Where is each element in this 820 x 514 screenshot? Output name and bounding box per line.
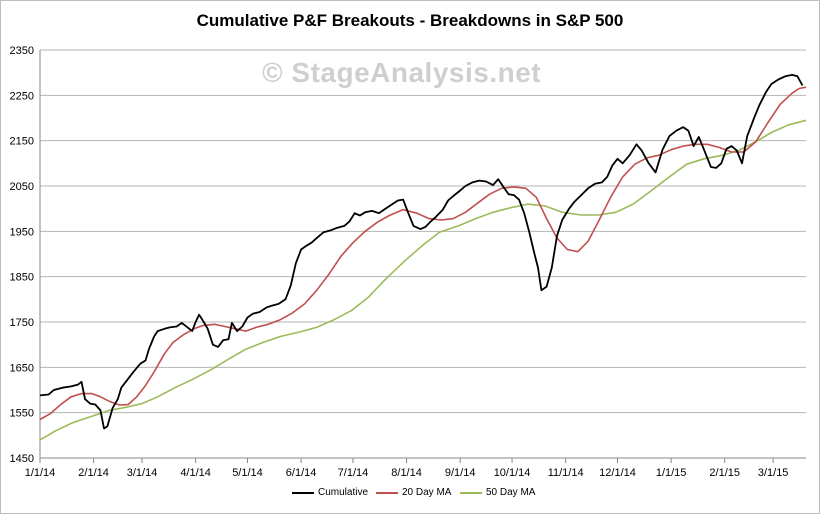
x-tick-labels: 1/1/14 2/1/14 3/1/14 4/1/14 5/1/14 6/1/14 7/1/… (25, 467, 789, 479)
x-tick-label: 11/1/14 (548, 467, 584, 479)
legend-swatch (292, 491, 314, 494)
x-tick-label: 4/1/14 (180, 467, 211, 479)
x-tick-label: 7/1/14 (338, 467, 369, 479)
legend-item: 20 Day MA (376, 487, 451, 498)
y-tick-labels: 1450 1550 1650 1750 1850 1950 2050 2150 2250 2350 (10, 45, 34, 465)
y-tick-label: 2350 (10, 45, 34, 57)
y-tick-label: 2150 (10, 136, 34, 148)
x-tick-label: 2/1/15 (709, 467, 740, 479)
series-lines (39, 74, 807, 441)
y-tick-label: 1550 (10, 408, 34, 420)
legend-label: Cumulative (318, 487, 369, 498)
x-tick-label: 3/1/14 (127, 467, 158, 479)
y-tick-label: 1850 (10, 272, 34, 284)
legend-label: 20 Day MA (402, 487, 452, 498)
x-tick-label: 1/1/14 (25, 467, 56, 479)
watermark-text: © StageAnalysis.net (262, 57, 542, 88)
legend-swatch (376, 491, 398, 494)
x-tick-label: 8/1/14 (391, 467, 422, 479)
legend-item: 50 Day MA (460, 487, 535, 498)
y-tick-label: 2250 (10, 90, 34, 102)
legend-label: 50 Day MA (486, 487, 536, 498)
chart-title: Cumulative P&F Breakouts - Breakdowns in… (196, 11, 624, 30)
gridlines (40, 49, 806, 414)
x-tick-label: 9/1/14 (445, 467, 476, 479)
x-tick-label: 6/1/14 (286, 467, 317, 479)
y-tick-label: 2050 (10, 181, 34, 193)
y-tick-label: 1450 (10, 453, 34, 465)
x-tick-label: 3/1/15 (758, 467, 789, 479)
x-tick-label: 2/1/14 (78, 467, 109, 479)
legend-item: Cumulative (292, 487, 368, 498)
legend-swatch (460, 491, 482, 494)
x-tick-label: 1/1/15 (656, 467, 687, 479)
series-line-20-day-ma (39, 86, 807, 421)
series-line-cumulative (39, 74, 804, 430)
y-tick-label: 1750 (10, 317, 34, 329)
y-tick-label: 1650 (10, 362, 34, 374)
x-tick-label: 5/1/14 (232, 467, 263, 479)
y-tick-label: 1950 (10, 226, 34, 238)
x-tick-label: 12/1/14 (599, 467, 636, 479)
axes (39, 50, 806, 463)
x-tick-label: 10/1/14 (494, 467, 531, 479)
series-line-50-day-ma (39, 119, 807, 441)
